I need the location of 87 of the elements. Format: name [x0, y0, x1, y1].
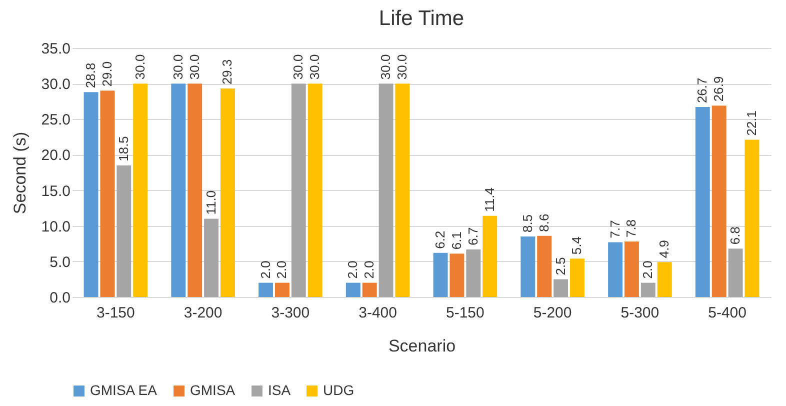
data-label: 2.0 [362, 260, 377, 279]
bar [171, 84, 186, 297]
x-tick-label: 3-300 [271, 304, 310, 322]
y-tick-label: 5.0 [50, 254, 70, 271]
bar [100, 90, 115, 297]
data-label: 29.3 [220, 59, 235, 85]
bar [657, 262, 672, 297]
x-tick-label: 5-200 [533, 304, 572, 322]
bar [116, 165, 132, 297]
bar [712, 106, 726, 297]
bar [482, 216, 498, 297]
x-tick-label: 5-150 [446, 304, 484, 322]
y-tick-label: 35.0 [41, 40, 70, 58]
bar [291, 84, 306, 297]
data-label: 2.5 [552, 257, 568, 276]
data-label: 2.0 [258, 260, 273, 279]
data-label: 26.7 [694, 78, 710, 104]
bar [537, 236, 552, 297]
bar [258, 282, 274, 297]
bar [466, 249, 481, 297]
x-tick-label: 5-400 [708, 304, 746, 322]
data-label: 29.0 [99, 61, 114, 87]
data-label: 7.8 [624, 219, 639, 238]
bar [695, 107, 710, 297]
bar [346, 282, 360, 297]
y-tick-label: 30.0 [41, 76, 70, 94]
bar [204, 218, 219, 297]
bar [274, 282, 290, 297]
y-tick-label: 15.0 [41, 182, 70, 200]
data-label: 30.0 [307, 54, 322, 80]
bar [362, 282, 377, 297]
bar [570, 258, 584, 297]
bar [378, 84, 394, 297]
data-label: 30.0 [394, 54, 410, 80]
bar [188, 84, 202, 297]
x-tick-label: 3-400 [358, 304, 397, 322]
data-label: 2.0 [345, 260, 360, 279]
bar [433, 252, 448, 297]
y-tick-label: 10.0 [41, 218, 70, 236]
data-label: 6.1 [448, 232, 464, 250]
data-label: 28.8 [83, 62, 98, 88]
bar [608, 242, 623, 297]
data-label: 11.0 [203, 190, 218, 215]
bar [84, 92, 98, 297]
bar [520, 236, 536, 297]
legend-label: ISA [268, 382, 292, 398]
data-label: 2.0 [274, 260, 290, 279]
bar [133, 84, 148, 297]
x-axis-title: Scenario [388, 336, 456, 356]
bar [744, 140, 760, 297]
bar [450, 254, 464, 297]
data-label: 7.7 [607, 220, 622, 238]
bar [624, 242, 639, 297]
bar [220, 88, 235, 297]
data-label: 30.0 [132, 54, 148, 80]
y-tick-label: 20.0 [41, 147, 70, 164]
data-label: 22.1 [744, 110, 759, 136]
data-label: 30.0 [170, 54, 186, 80]
legend-label: GMISA [190, 382, 236, 398]
data-label: 30.0 [290, 54, 306, 80]
legend-label: GMISA EA [90, 382, 158, 398]
x-tick-label: 3-200 [184, 304, 222, 322]
bar [395, 84, 410, 297]
data-label: 5.4 [569, 236, 584, 255]
x-tick-label: 5-300 [620, 304, 660, 322]
y-axis-title: Second (s) [10, 132, 30, 214]
data-label: 30.0 [378, 54, 394, 80]
data-label: 8.5 [520, 214, 535, 233]
bar [554, 279, 568, 297]
data-label: 4.9 [656, 240, 672, 258]
data-label: 11.4 [482, 188, 497, 212]
legend-label: UDG [323, 382, 354, 398]
data-label: 30.0 [186, 54, 202, 80]
chart-title: Life Time [378, 7, 464, 30]
y-tick-label: 25.0 [41, 112, 70, 129]
x-tick-label: 3-150 [96, 304, 135, 322]
data-label: 2.0 [640, 260, 656, 279]
data-label: 8.6 [536, 214, 552, 232]
data-label: 6.8 [728, 226, 743, 245]
data-label: 6.2 [432, 230, 448, 249]
bar [728, 248, 743, 297]
data-label: 6.7 [465, 227, 480, 246]
bar [640, 282, 656, 297]
bar [308, 84, 322, 297]
data-label: 18.5 [116, 136, 131, 162]
data-label: 26.9 [711, 76, 726, 102]
y-tick-label: 0.0 [50, 290, 70, 306]
